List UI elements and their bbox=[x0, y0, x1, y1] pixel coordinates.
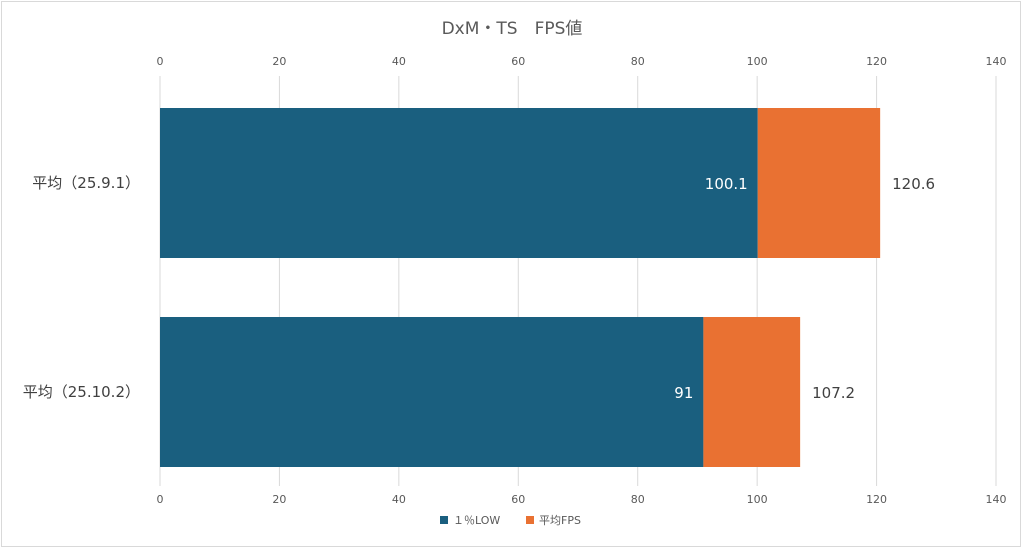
x-tick-label-top: 100 bbox=[747, 55, 768, 68]
category-label: 平均（25.10.2） bbox=[23, 383, 140, 401]
data-label-average-fps: 107.2 bbox=[812, 384, 855, 402]
chart-title: DxM・TS FPS値 bbox=[441, 19, 583, 39]
x-tick-label-bottom: 60 bbox=[511, 493, 525, 506]
x-tick-label-top: 140 bbox=[986, 55, 1007, 68]
bar-average-fps bbox=[757, 108, 881, 258]
x-tick-label-bottom: 0 bbox=[157, 493, 164, 506]
x-tick-label-top: 40 bbox=[392, 55, 406, 68]
x-tick-label-top: 120 bbox=[866, 55, 887, 68]
bar-average-fps bbox=[703, 317, 801, 467]
x-tick-label-bottom: 40 bbox=[392, 493, 406, 506]
bar-1pct-low bbox=[160, 317, 704, 467]
legend-swatch bbox=[526, 516, 534, 524]
legend-swatch bbox=[440, 516, 448, 524]
data-label-1pct-low: 91 bbox=[674, 384, 693, 402]
data-label-1pct-low: 100.1 bbox=[705, 175, 748, 193]
x-tick-label-bottom: 100 bbox=[747, 493, 768, 506]
category-label: 平均（25.9.1） bbox=[32, 174, 140, 192]
legend-label: １％LOW bbox=[453, 514, 500, 527]
x-tick-label-top: 60 bbox=[511, 55, 525, 68]
bar-1pct-low bbox=[160, 108, 758, 258]
x-tick-label-top: 20 bbox=[272, 55, 286, 68]
x-tick-label-bottom: 80 bbox=[631, 493, 645, 506]
x-tick-label-top: 0 bbox=[157, 55, 164, 68]
x-tick-label-bottom: 20 bbox=[272, 493, 286, 506]
data-label-average-fps: 120.6 bbox=[892, 175, 935, 193]
legend-label: 平均FPS bbox=[539, 514, 581, 527]
x-tick-label-top: 80 bbox=[631, 55, 645, 68]
x-tick-label-bottom: 140 bbox=[986, 493, 1007, 506]
x-tick-label-bottom: 120 bbox=[866, 493, 887, 506]
